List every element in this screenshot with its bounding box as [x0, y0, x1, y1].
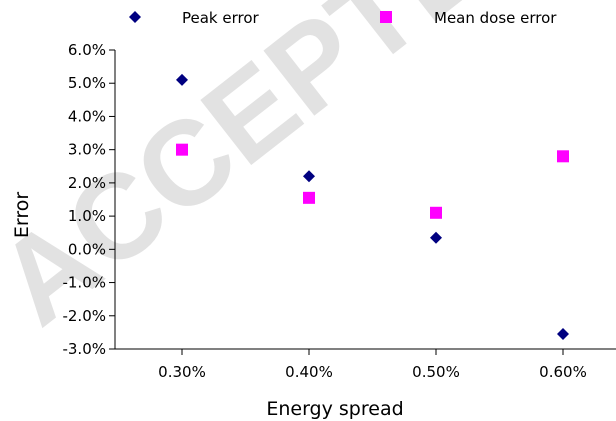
- y-tick-label: 6.0%: [68, 41, 106, 59]
- y-axis-title: Error: [11, 192, 33, 239]
- y-axis: 6.0% 5.0% 4.0% 3.0% 2.0% 1.0% 0.0% -1.0% -2.0% -3…: [62, 41, 116, 358]
- y-tick-label: 4.0%: [68, 107, 106, 125]
- point-mean-dose-error: [176, 143, 188, 156]
- y-tick-label: 2.0%: [68, 174, 106, 192]
- point-peak-error: [176, 73, 188, 86]
- y-tick-label: 0.0%: [68, 240, 106, 258]
- y-tick-label: -3.0%: [62, 340, 106, 358]
- x-tick-label: 0.60%: [539, 363, 587, 381]
- y-tick-label: 5.0%: [68, 74, 106, 92]
- point-peak-error: [430, 231, 442, 244]
- x-axis: 0.30% 0.40% 0.50% 0.60%: [115, 348, 616, 381]
- point-mean-dose-error: [557, 150, 569, 163]
- y-tick-label: -1.0%: [62, 274, 106, 292]
- legend: Peak error Mean dose error: [129, 9, 557, 27]
- y-tick-label: 3.0%: [68, 141, 106, 159]
- point-mean-dose-error: [430, 206, 442, 219]
- x-axis-title: Energy spread: [266, 398, 403, 420]
- y-tick-label: 1.0%: [68, 207, 106, 225]
- legend-label-peak-error: Peak error: [182, 9, 260, 27]
- point-peak-error: [303, 170, 315, 183]
- legend-label-mean-dose-error: Mean dose error: [434, 9, 557, 27]
- point-mean-dose-error: [303, 191, 315, 204]
- legend-marker-mean-dose-error: [380, 11, 392, 23]
- legend-marker-peak-error: [129, 11, 141, 23]
- x-tick-label: 0.50%: [412, 363, 460, 381]
- point-peak-error: [557, 328, 569, 341]
- x-tick-label: 0.30%: [158, 363, 206, 381]
- y-tick-label: -2.0%: [62, 307, 106, 325]
- plot-points: [176, 73, 569, 341]
- x-tick-label: 0.40%: [285, 363, 333, 381]
